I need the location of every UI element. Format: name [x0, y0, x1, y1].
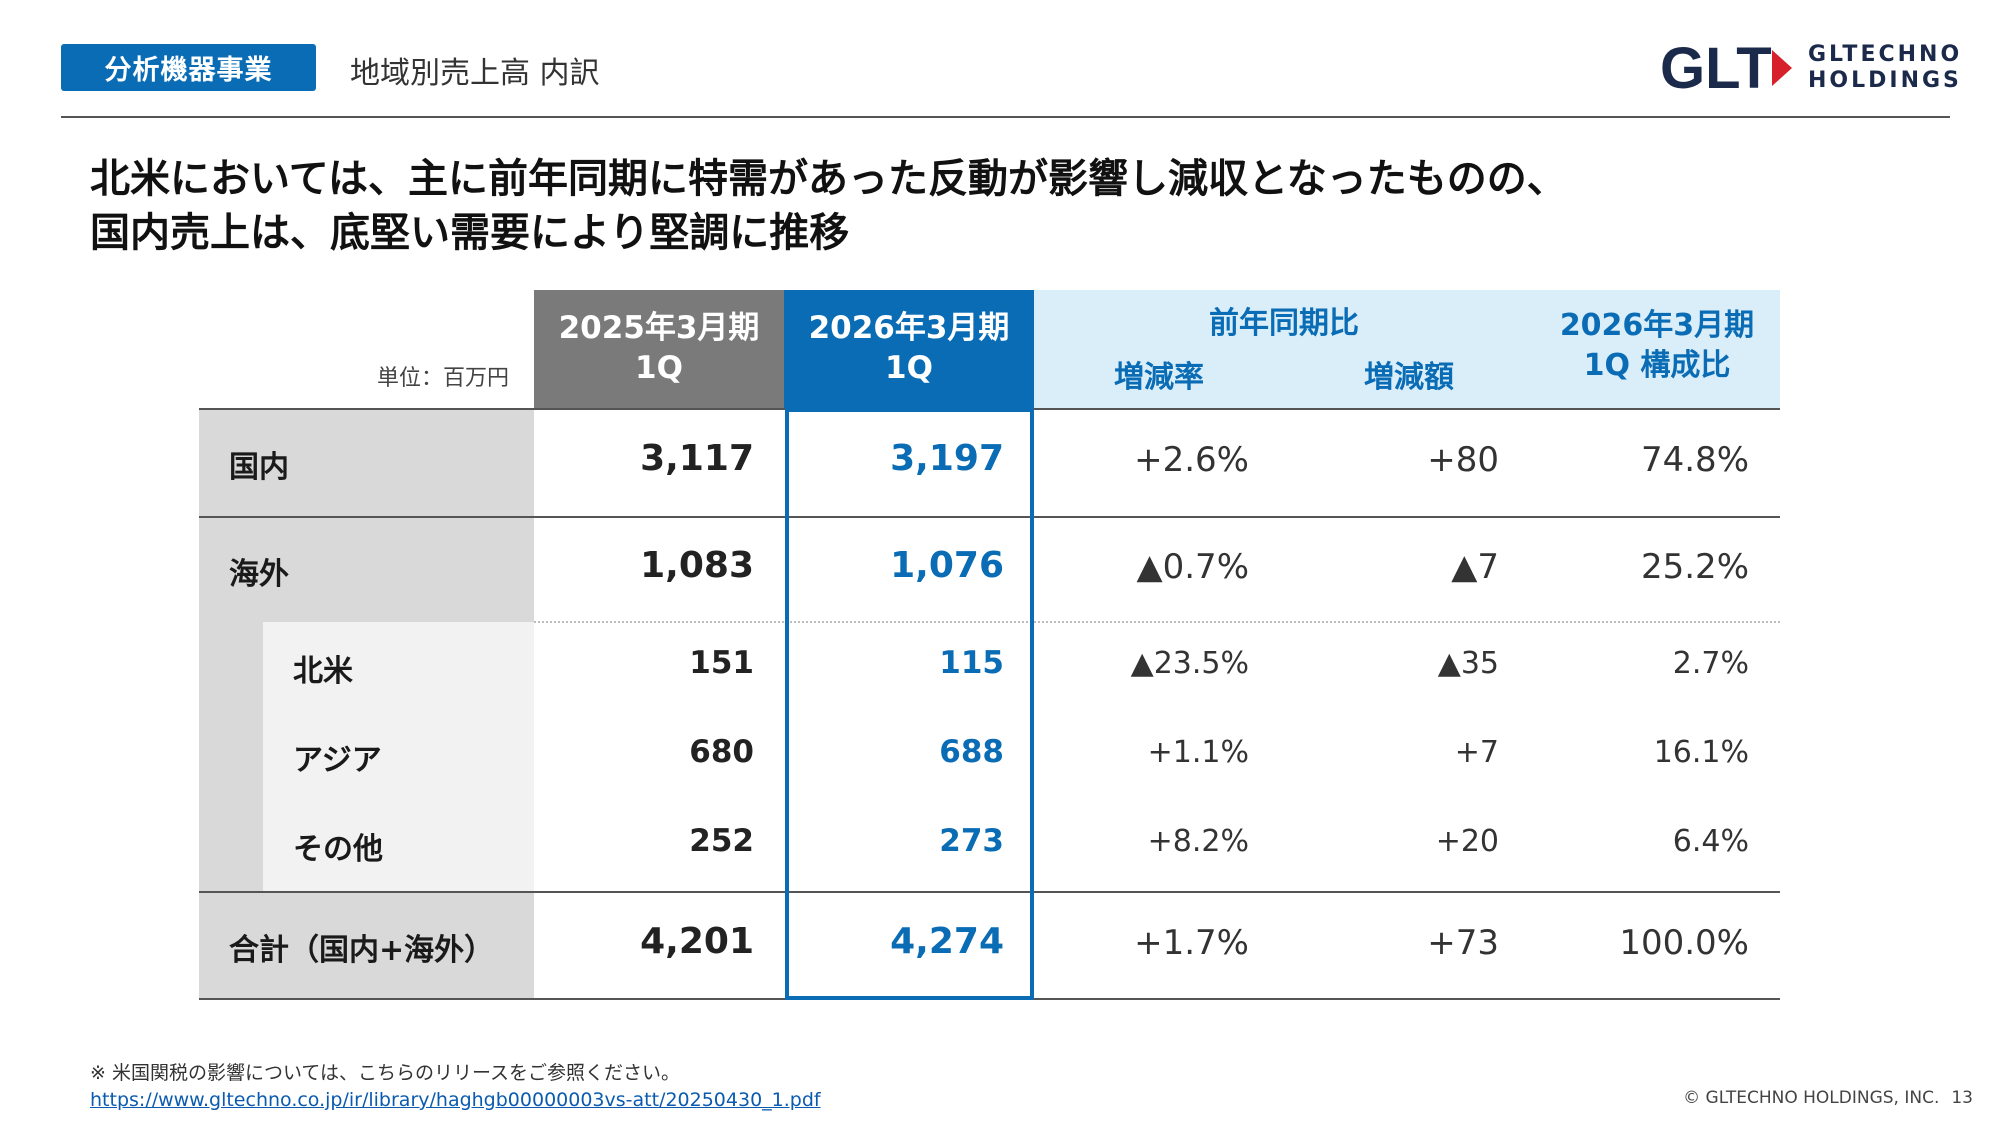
cell-comp: 16.1% [1653, 735, 1749, 770]
logo-mark: GLT [1660, 38, 1792, 98]
table-rule [199, 891, 1780, 893]
col-header-amount: 増減額 [1364, 360, 1454, 395]
cell-comp: 6.4% [1672, 824, 1749, 859]
cell-amount: +20 [1435, 824, 1499, 859]
cell-amount: ▲7 [1451, 547, 1499, 587]
logo-wordmark: GLTECHNO HOLDINGS [1808, 42, 1963, 93]
row-label: 北米 [293, 654, 353, 689]
svg-text:GLT: GLT [1660, 38, 1772, 98]
current-period-highlight [785, 408, 1034, 1000]
cell-comp: 2.7% [1672, 646, 1749, 681]
company-logo: GLT GLTECHNO HOLDINGS [1660, 38, 1959, 98]
col-header-prev: 2025年3月期 1Q [534, 290, 784, 410]
cell-comp: 74.8% [1640, 440, 1749, 480]
copyright: © GLTECHNO HOLDINGS, INC. 13 [1671, 1088, 1973, 1108]
footnote-text: ※ 米国関税の影響については、こちらのリリースをご参照ください。 [90, 1062, 681, 1084]
cell-prev: 680 [689, 734, 754, 770]
cell-rate: +1.1% [1147, 735, 1249, 770]
row-label: 海外 [229, 557, 289, 592]
cell-curr: 115 [939, 645, 1004, 681]
cell-curr: 273 [939, 823, 1004, 859]
headline-line-1: 北米においては、主に前年同期に特需があった反動が影響し減収となったものの、 [90, 156, 1567, 202]
row-label: その他 [293, 832, 383, 867]
col-header-rate: 増減率 [1114, 360, 1204, 395]
cell-comp: 100.0% [1619, 923, 1749, 963]
headline-line-2: 国内売上は、底堅い需要により堅調に推移 [90, 210, 850, 256]
col-header-yoy-comp: 前年同期比 増減率 増減額 2026年3月期 1Q 構成比 [1034, 290, 1780, 410]
cell-rate: ▲0.7% [1136, 547, 1249, 587]
cell-curr: 688 [939, 734, 1004, 770]
cell-curr: 3,197 [890, 438, 1004, 479]
headline: 北米においては、主に前年同期に特需があった反動が影響し減収となったものの、 国内… [90, 152, 1910, 260]
cell-prev: 4,201 [640, 921, 754, 962]
cell-rate: ▲23.5% [1130, 646, 1249, 681]
col-header-composition: 2026年3月期 1Q 構成比 [1559, 308, 1755, 383]
row-label-bg-domestic [199, 410, 534, 517]
yoy-group-header: 前年同期比 [1209, 306, 1359, 341]
cell-curr: 4,274 [890, 921, 1004, 962]
table-rule [199, 516, 1780, 518]
cell-rate: +1.7% [1134, 923, 1249, 963]
copyright-text: © GLTECHNO HOLDINGS, INC. [1683, 1088, 1940, 1108]
unit-label: 単位：百万円 [376, 366, 509, 391]
header-divider [61, 116, 1950, 118]
cell-comp: 25.2% [1640, 547, 1749, 587]
cell-amount: +80 [1427, 440, 1499, 480]
cell-curr: 1,076 [890, 545, 1004, 586]
col-header-curr: 2026年3月期 1Q [784, 290, 1034, 410]
page-number: 13 [1951, 1088, 1973, 1108]
cell-prev: 252 [689, 823, 754, 859]
cell-prev: 1,083 [640, 545, 754, 586]
cell-amount: ▲35 [1437, 646, 1499, 681]
table-dotted-rule [534, 621, 1780, 623]
cell-prev: 3,117 [640, 438, 754, 479]
cell-rate: +8.2% [1147, 824, 1249, 859]
row-label-bg-sub [263, 622, 534, 893]
row-label: 国内 [229, 450, 289, 485]
regional-sales-table: 単位：百万円 2025年3月期 1Q 2026年3月期 1Q 前年同期比 増減率 増… [199, 290, 1780, 1000]
section-title: 地域別売上高 内訳 [350, 56, 600, 91]
row-label: 合計（国内+海外） [229, 933, 495, 968]
cell-amount: +73 [1427, 923, 1499, 963]
cell-rate: +2.6% [1134, 440, 1249, 480]
footnote: ※ 米国関税の影響については、こちらのリリースをご参照ください。 https:/… [90, 1060, 821, 1114]
row-label-bg-total [199, 893, 534, 1000]
row-label: アジア [293, 743, 382, 778]
cell-amount: +7 [1454, 735, 1499, 770]
cell-prev: 151 [689, 645, 754, 681]
segment-tag: 分析機器事業 [61, 44, 316, 91]
release-link[interactable]: https://www.gltechno.co.jp/ir/library/ha… [90, 1089, 821, 1111]
